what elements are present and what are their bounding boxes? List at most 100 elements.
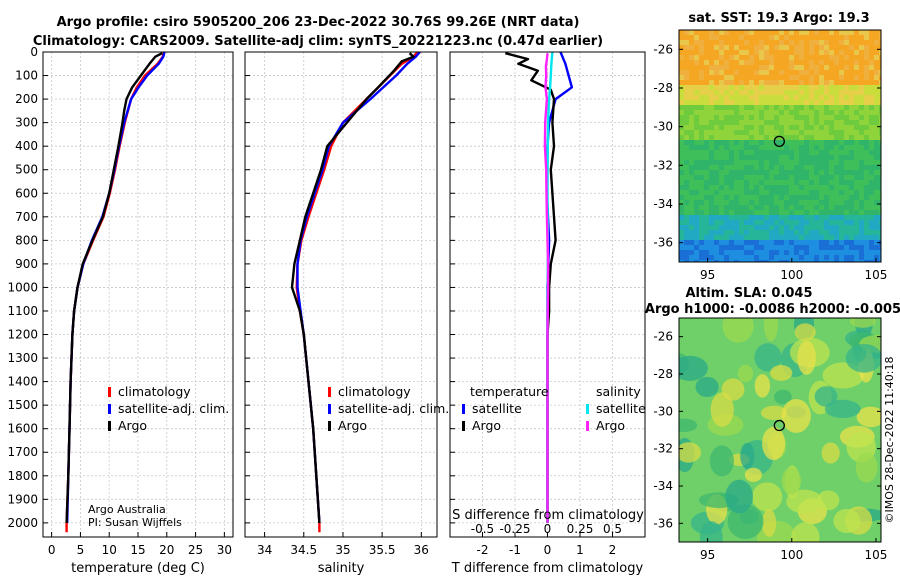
sst-cell: [854, 140, 860, 146]
salinity-panel: 34 34.5 35 35.5 36salinityclimatologysatelli…: [244, 51, 449, 576]
sst-cell: [789, 125, 795, 131]
sst-cell: [719, 90, 725, 96]
sst-cell: [719, 155, 725, 161]
sst-cell: [824, 145, 830, 151]
sst-cell: [834, 105, 840, 111]
sst-cell: [754, 190, 760, 196]
sst-cell: [714, 250, 720, 256]
sst-cell: [694, 245, 700, 251]
sst-cell: [824, 210, 830, 216]
sst-cell: [759, 245, 765, 251]
sst-cell: [879, 95, 881, 101]
sst-cell: [754, 100, 760, 106]
sst-cell: [689, 200, 695, 206]
sst-cell: [799, 75, 805, 81]
sst-cell: [864, 105, 870, 111]
sst-cell: [689, 170, 695, 176]
sst-cell: [679, 170, 685, 176]
sst-cell: [794, 190, 800, 196]
sst-cell: [699, 105, 705, 111]
sst-cell: [744, 220, 750, 226]
sst-cell: [744, 255, 750, 261]
sst-cell: [694, 230, 700, 236]
sst-cell: [859, 35, 865, 41]
sst-cell: [854, 250, 860, 256]
sst-cell: [829, 125, 835, 131]
sst-cell: [869, 180, 875, 186]
sst-cell: [794, 250, 800, 256]
sst-cell: [809, 120, 815, 126]
sst-cell: [859, 205, 865, 211]
legend-title-temperature: temperature: [470, 384, 549, 399]
sst-cell: [789, 150, 795, 156]
sst-cell: [684, 70, 690, 76]
sst-cell: [879, 65, 881, 71]
legend-swatch: [108, 421, 111, 431]
sst-cell: [694, 95, 700, 101]
sla-blob: [710, 392, 734, 427]
sst-cell: [769, 165, 775, 171]
sst-cell: [859, 90, 865, 96]
sst-cell: [789, 180, 795, 186]
sst-cell: [749, 115, 755, 121]
sst-cell: [834, 195, 840, 201]
sst-cell: [809, 150, 815, 156]
y-tick-label: 1100: [7, 304, 38, 318]
sst-cell: [874, 40, 880, 46]
sst-cell: [869, 195, 875, 201]
sst-cell: [734, 75, 740, 81]
sst-cell: [869, 45, 875, 51]
sst-cell: [749, 135, 755, 141]
sst-cell: [864, 190, 870, 196]
sst-cell: [764, 30, 770, 36]
sst-cell: [764, 130, 770, 136]
sst-cell: [689, 260, 695, 262]
sst-cell: [684, 235, 690, 241]
x-axis-label: T difference from climatology: [451, 561, 644, 576]
sst-cell: [749, 230, 755, 236]
sst-cell: [734, 220, 740, 226]
sst-cell: [694, 140, 700, 146]
sst-cell: [879, 175, 881, 181]
sst-cell: [699, 120, 705, 126]
sst-cell: [874, 155, 880, 161]
sst-cell: [809, 195, 815, 201]
sst-cell: [804, 185, 810, 191]
sst-cell: [844, 170, 850, 176]
sst-cell: [764, 60, 770, 66]
map-y-tick-label: -32: [653, 442, 673, 456]
sst-cell: [774, 260, 780, 262]
sst-cell: [829, 35, 835, 41]
sst-cell: [774, 90, 780, 96]
sst-cell: [844, 155, 850, 161]
sst-cell: [749, 105, 755, 111]
sst-cell: [779, 140, 785, 146]
sla-blob: [762, 426, 786, 461]
sst-cell: [829, 185, 835, 191]
map-frame: [678, 29, 882, 263]
sst-cell: [774, 235, 780, 241]
sst-cell: [834, 175, 840, 181]
sst-cell: [864, 165, 870, 171]
sst-cell: [859, 125, 865, 131]
sst-cell: [839, 245, 845, 251]
sst-cell: [759, 170, 765, 176]
sst-cell: [809, 90, 815, 96]
sst-cell: [844, 130, 850, 136]
sst-cell: [759, 165, 765, 171]
sst-cell: [789, 75, 795, 81]
sst-cell: [724, 155, 730, 161]
sst-cell: [804, 85, 810, 91]
sst-cell: [749, 100, 755, 106]
sst-cell: [714, 220, 720, 226]
sst-cell: [724, 200, 730, 206]
sst-cell: [754, 75, 760, 81]
sst-cell: [684, 200, 690, 206]
sst-cell: [724, 90, 730, 96]
sst-cell: [809, 80, 815, 86]
sst-cell: [704, 260, 710, 262]
sst-cell: [869, 90, 875, 96]
sst-cell: [739, 60, 745, 66]
sst-cell: [784, 95, 790, 101]
sst-cell: [679, 220, 685, 226]
